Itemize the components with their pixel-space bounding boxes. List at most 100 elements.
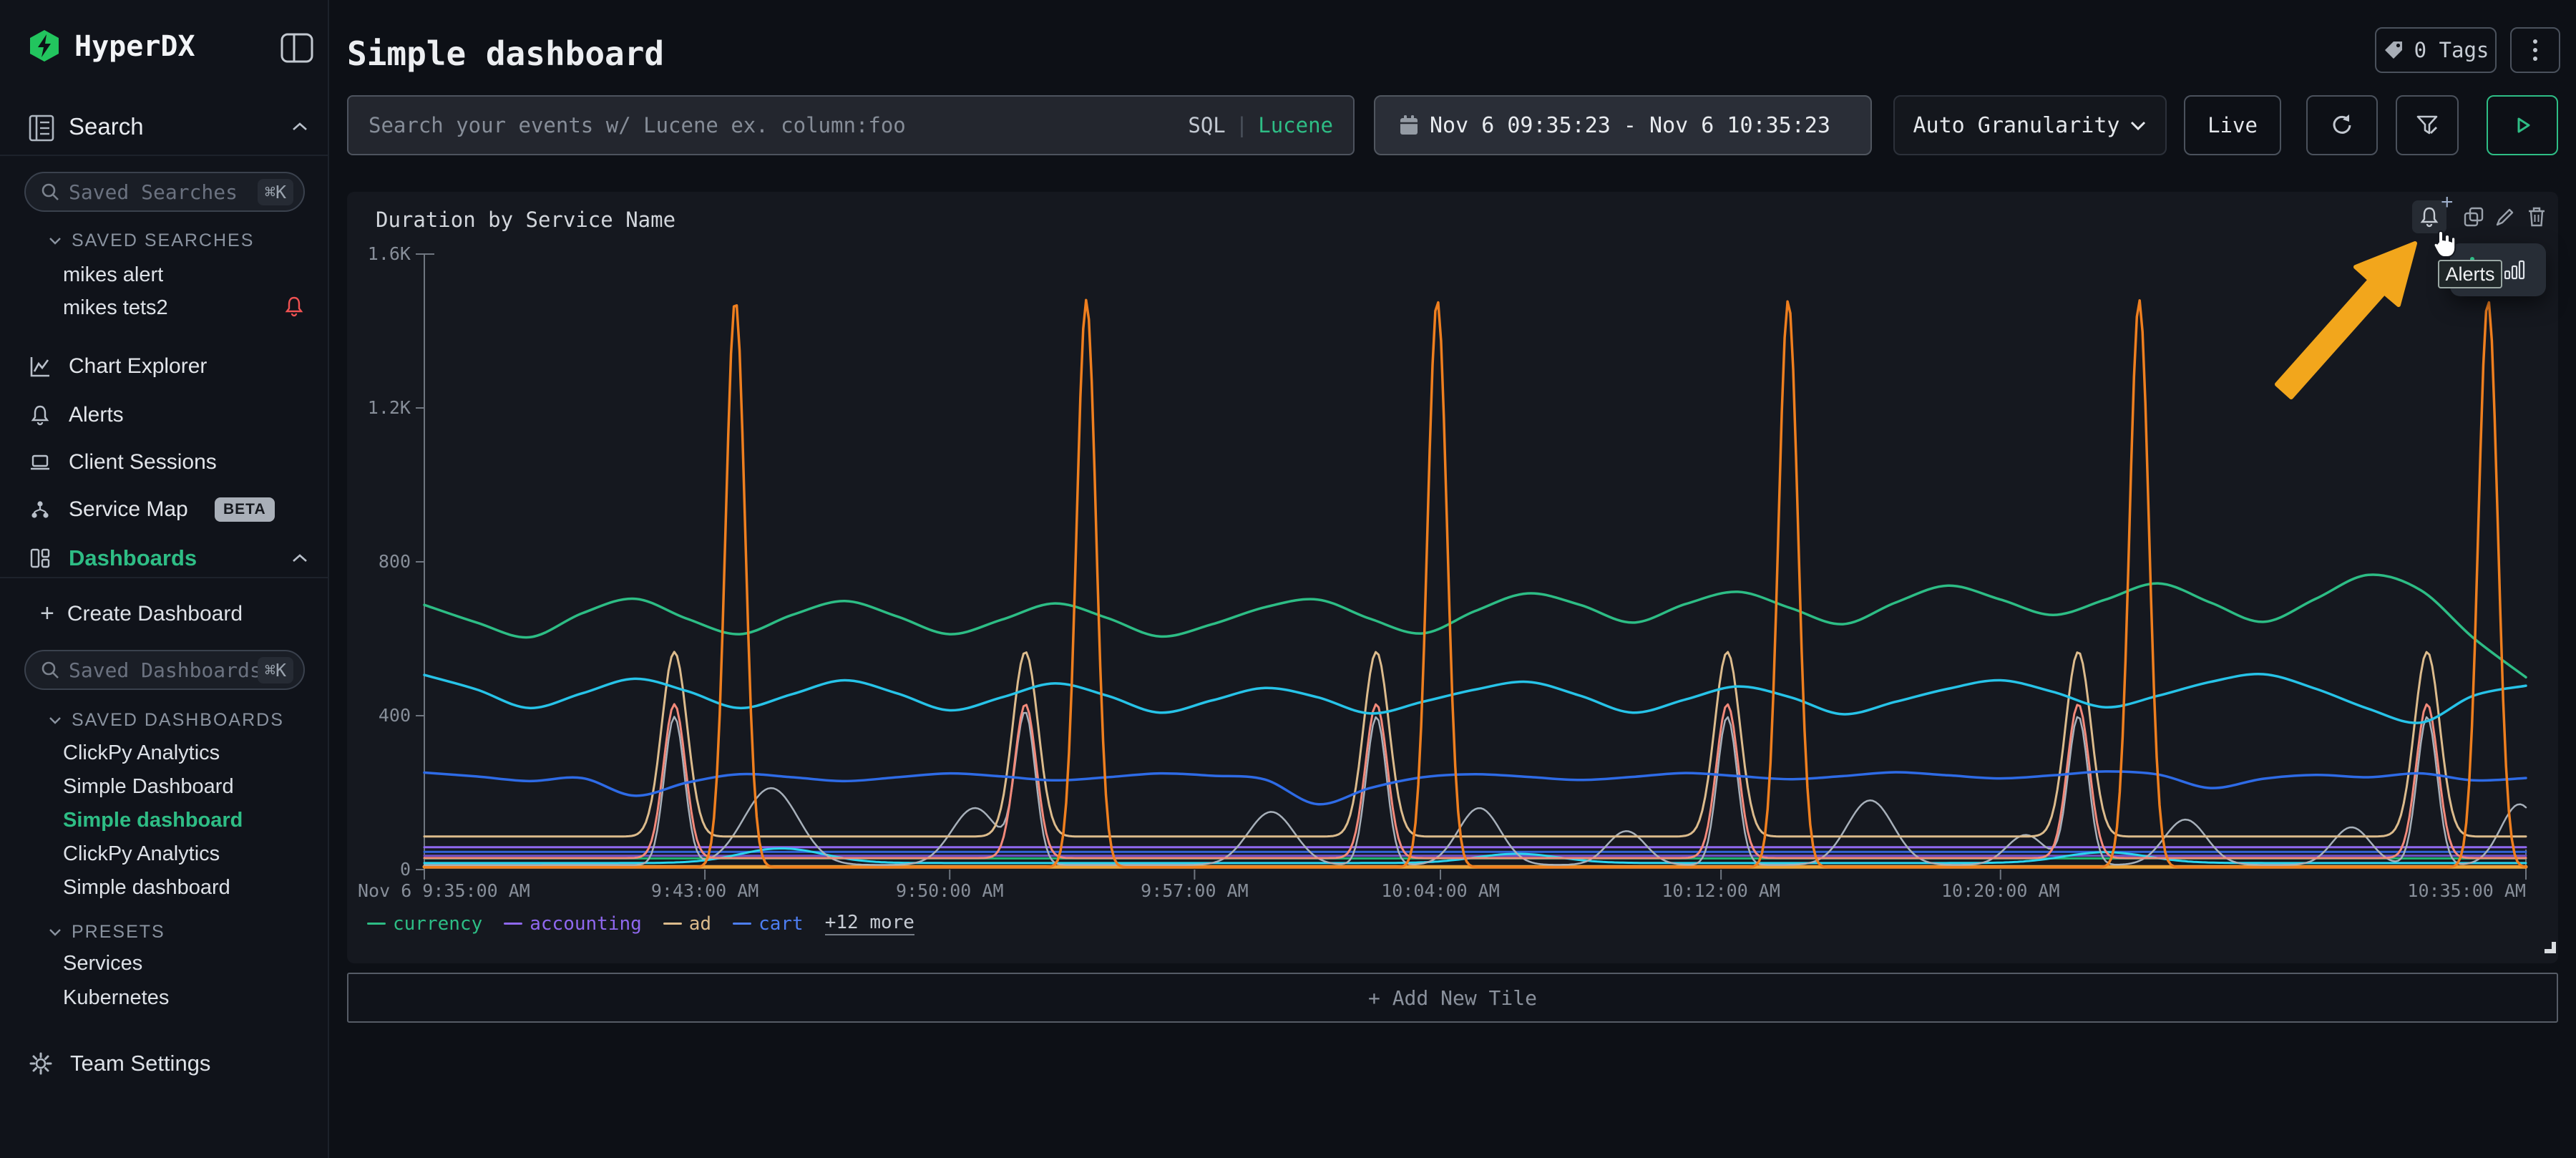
cursor-hand-icon — [2430, 228, 2459, 259]
saved-dashboard-item[interactable]: Simple Dashboard — [63, 775, 234, 798]
add-new-tile-button[interactable]: + Add New Tile — [347, 973, 2558, 1023]
plus-icon: + — [2441, 190, 2454, 214]
x-axis-tick-label: 10:35:00 AM — [2407, 880, 2526, 901]
sql-toggle[interactable]: SQL — [1188, 113, 1226, 137]
search-section-icon — [29, 115, 54, 142]
pencil-icon — [2496, 208, 2514, 226]
y-axis-tick-label: 800 — [378, 551, 411, 572]
duration-chart[interactable] — [414, 251, 2532, 884]
time-range-value: Nov 6 09:35:23 - Nov 6 10:35:23 — [1430, 112, 1830, 138]
lucene-toggle[interactable]: Lucene — [1258, 113, 1333, 137]
sidebar-item-alerts[interactable]: Alerts — [0, 398, 328, 432]
legend-dash — [663, 923, 682, 925]
preset-item-kubernetes[interactable]: Kubernetes — [63, 986, 170, 1009]
hierarchy-icon — [31, 501, 49, 518]
trash-icon — [2529, 207, 2545, 227]
tile-resize-handle[interactable] — [2545, 942, 2556, 953]
kebab-menu-icon — [2533, 39, 2537, 61]
y-axis-tick-label: 400 — [378, 705, 411, 726]
more-menu-button[interactable] — [2510, 27, 2560, 73]
sidebar-item-dashboards[interactable]: Dashboards — [0, 541, 328, 575]
alert-bell-icon — [283, 295, 305, 318]
x-axis-tick-label: 10:12:00 AM — [1662, 880, 1780, 901]
saved-searches-header[interactable]: SAVED SEARCHES — [49, 230, 254, 251]
bar-chart-icon[interactable] — [2504, 260, 2526, 280]
hyperdx-logo-icon — [27, 29, 62, 63]
language-divider: | — [1235, 113, 1249, 137]
dashboards-chevron-up-icon[interactable] — [292, 553, 308, 563]
annotation-arrow — [2275, 241, 2417, 399]
presets-header[interactable]: PRESETS — [49, 922, 165, 943]
x-axis-tick-label: 9:50:00 AM — [895, 880, 1004, 901]
tile-duplicate-button[interactable] — [2457, 200, 2491, 233]
live-button-label: Live — [2207, 113, 2258, 137]
popover-indicator-dot — [2470, 257, 2474, 261]
sidebar-item-client-sessions[interactable]: Client Sessions — [0, 445, 328, 480]
sidebar-item-service-map[interactable]: Service Map BETA — [0, 492, 328, 527]
y-axis-tick-label: 1.6K — [367, 243, 411, 264]
preset-item-services[interactable]: Services — [63, 952, 143, 975]
saved-dashboard-item[interactable]: ClickPy Analytics — [63, 842, 220, 865]
legend-item-accounting[interactable]: accounting — [504, 913, 642, 935]
chevron-down-icon — [49, 716, 61, 724]
bell-icon — [31, 405, 49, 426]
tile-title: Duration by Service Name — [376, 208, 676, 232]
team-settings-button[interactable]: Team Settings — [29, 1051, 210, 1076]
run-query-button[interactable] — [2487, 95, 2558, 155]
x-axis-tick-label: 10:04:00 AM — [1381, 880, 1500, 901]
chevron-down-icon — [49, 237, 61, 245]
layout-columns-icon — [30, 548, 50, 568]
tile-alerts-button[interactable]: + — [2412, 190, 2454, 233]
refresh-button[interactable] — [2306, 95, 2378, 155]
beta-badge: BETA — [215, 497, 275, 522]
tag-icon — [2384, 42, 2402, 59]
create-dashboard-button[interactable]: + Create Dashboard — [40, 600, 243, 627]
search-section-chevron-up-icon[interactable] — [292, 122, 308, 132]
plus-icon: + — [40, 600, 54, 627]
x-axis-tick-label: 10:20:00 AM — [1941, 880, 2060, 901]
tags-button[interactable]: 0 Tags — [2375, 27, 2497, 73]
saved-dashboard-item[interactable]: ClickPy Analytics — [63, 741, 220, 764]
legend-item-currency[interactable]: currency — [367, 913, 482, 935]
time-range-picker[interactable]: Nov 6 09:35:23 - Nov 6 10:35:23 — [1374, 95, 1872, 155]
legend-dash — [367, 923, 386, 925]
filter-button[interactable] — [2396, 95, 2459, 155]
y-axis-tick-label: 0 — [399, 859, 411, 880]
saved-searches-input[interactable]: Saved Searches ⌘K — [24, 172, 305, 212]
gear-icon — [29, 1052, 52, 1075]
funnel-edit-icon — [2416, 115, 2438, 135]
sidebar-section-search[interactable]: Search — [69, 113, 144, 140]
legend-dash — [733, 923, 752, 925]
tile-delete-button[interactable] — [2519, 200, 2554, 233]
event-search-placeholder: Search your events w/ Lucene ex. column:… — [369, 113, 906, 137]
laptop-icon — [31, 454, 49, 470]
chevron-down-icon — [49, 928, 61, 936]
saved-searches-shortcut: ⌘K — [257, 178, 293, 205]
y-axis-tick-label: 1.2K — [367, 397, 411, 418]
saved-dashboard-item[interactable]: Simple dashboard — [63, 876, 230, 899]
granularity-select[interactable]: Auto Granularity — [1893, 95, 2167, 155]
chevron-down-icon — [2131, 121, 2146, 130]
x-axis-tick-label: Nov 6 9:35:00 AM — [358, 880, 530, 901]
magnifier-icon — [42, 183, 59, 200]
saved-search-item[interactable]: mikes alert — [63, 263, 164, 286]
x-axis-tick-label: 9:57:00 AM — [1141, 880, 1249, 901]
tile-edit-button[interactable] — [2488, 200, 2522, 233]
legend-dash — [504, 923, 523, 925]
saved-dashboards-shortcut: ⌘K — [257, 656, 293, 683]
refresh-icon — [2333, 115, 2351, 134]
live-button[interactable]: Live — [2184, 95, 2281, 155]
saved-search-item[interactable]: mikes tets2 — [63, 296, 168, 319]
chart-legend: currency accounting ad cart +12 more — [367, 912, 914, 935]
sidebar-item-chart-explorer[interactable]: Chart Explorer — [0, 349, 328, 384]
legend-more-link[interactable]: +12 more — [824, 912, 914, 935]
sidebar-collapse-button[interactable] — [280, 33, 313, 63]
saved-dashboards-input[interactable]: Saved Dashboards ⌘K — [24, 650, 305, 690]
legend-item-ad[interactable]: ad — [663, 913, 711, 935]
legend-item-cart[interactable]: cart — [733, 913, 804, 935]
event-search-input[interactable]: Search your events w/ Lucene ex. column:… — [347, 95, 1355, 155]
page-title: Simple dashboard — [347, 34, 665, 73]
magnifier-icon — [42, 661, 59, 678]
saved-dashboards-header[interactable]: SAVED DASHBOARDS — [49, 710, 284, 731]
saved-dashboard-item-active[interactable]: Simple dashboard — [63, 809, 243, 832]
